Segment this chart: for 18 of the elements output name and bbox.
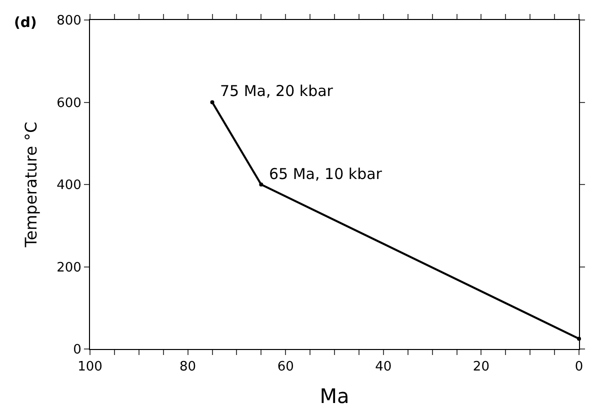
y-tick-label: 800 xyxy=(56,14,82,29)
y-axis-title: Temperature °C xyxy=(21,122,40,248)
annotation: 65 Ma, 10 kbar xyxy=(269,165,383,183)
x-tick-label: 20 xyxy=(472,360,490,375)
x-tick-label: 100 xyxy=(78,360,102,375)
text: (d) xyxy=(14,15,37,31)
y-tick-label: 600 xyxy=(56,96,82,111)
point xyxy=(259,182,264,186)
x-tick-label: 60 xyxy=(277,360,294,375)
annotation: 75 Ma, 20 kbar xyxy=(220,82,334,100)
y-tick-label: 200 xyxy=(56,260,82,276)
x-tick-label: 40 xyxy=(375,360,392,375)
point xyxy=(210,100,214,104)
x-tick-label: 80 xyxy=(180,360,196,375)
y-tick-label: 0 xyxy=(73,342,82,358)
y-tick-label: 400 xyxy=(56,178,82,194)
x-tick-label: 0 xyxy=(574,360,584,375)
x-axis-title: Ma xyxy=(320,384,350,408)
